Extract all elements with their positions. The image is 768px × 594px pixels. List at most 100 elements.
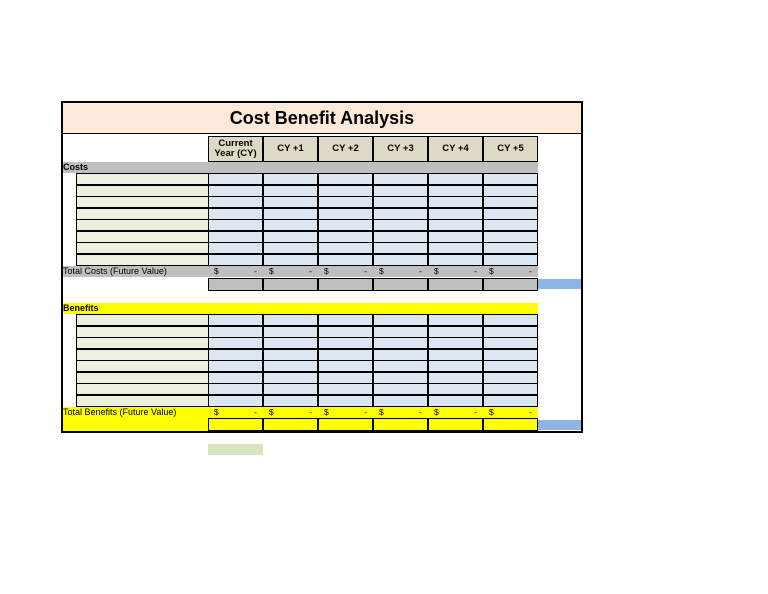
benefits-value-cell[interactable] (263, 371, 318, 384)
benefits-value-cell[interactable] (263, 394, 318, 407)
benefits-value-cell[interactable] (263, 360, 318, 372)
benefits-label-cell[interactable] (76, 360, 208, 372)
benefits-sum-cell[interactable] (263, 418, 318, 431)
costs-value-cell[interactable] (263, 242, 318, 254)
costs-value-cell[interactable] (373, 219, 428, 231)
benefits-value-cell[interactable] (428, 348, 483, 361)
costs-value-cell[interactable] (483, 207, 538, 220)
benefits-value-cell[interactable] (428, 371, 483, 384)
costs-value-cell[interactable] (318, 196, 373, 208)
costs-blue-cell[interactable] (538, 279, 581, 289)
costs-value-cell[interactable] (318, 219, 373, 231)
benefits-value-cell[interactable] (318, 383, 373, 395)
column-header-0[interactable]: Current Year (CY) (208, 136, 263, 162)
benefits-value-cell[interactable] (318, 360, 373, 372)
column-header-2[interactable]: CY +2 (318, 136, 373, 162)
benefits-sum-cell[interactable] (208, 418, 263, 431)
benefits-value-cell[interactable] (373, 325, 428, 338)
costs-value-cell[interactable] (428, 242, 483, 254)
costs-value-cell[interactable] (483, 173, 538, 185)
costs-label-cell[interactable] (76, 173, 208, 185)
costs-value-cell[interactable] (263, 253, 318, 266)
benefits-value-cell[interactable] (208, 348, 263, 361)
costs-label-cell[interactable] (76, 219, 208, 231)
benefits-value-cell[interactable] (483, 383, 538, 395)
costs-value-cell[interactable] (208, 242, 263, 254)
benefits-label-cell[interactable] (76, 394, 208, 407)
benefits-value-cell[interactable] (428, 325, 483, 338)
benefits-value-cell[interactable] (483, 371, 538, 384)
costs-value-cell[interactable] (483, 230, 538, 243)
benefits-value-cell[interactable] (483, 314, 538, 326)
costs-value-cell[interactable] (318, 207, 373, 220)
costs-value-cell[interactable] (263, 196, 318, 208)
costs-value-cell[interactable] (428, 196, 483, 208)
column-header-5[interactable]: CY +5 (483, 136, 538, 162)
benefits-value-cell[interactable] (263, 348, 318, 361)
costs-value-cell[interactable] (373, 184, 428, 197)
costs-sum-cell[interactable] (318, 278, 373, 291)
costs-value-cell[interactable] (263, 173, 318, 185)
benefits-label-cell[interactable] (76, 348, 208, 361)
costs-label-cell[interactable] (76, 242, 208, 254)
benefits-value-cell[interactable] (373, 348, 428, 361)
costs-value-cell[interactable] (428, 253, 483, 266)
benefits-sum-cell[interactable] (483, 418, 538, 431)
costs-value-cell[interactable] (263, 207, 318, 220)
benefits-value-cell[interactable] (483, 360, 538, 372)
benefits-value-cell[interactable] (428, 337, 483, 349)
costs-sum-cell[interactable] (208, 278, 263, 291)
costs-value-cell[interactable] (318, 242, 373, 254)
benefits-value-cell[interactable] (208, 371, 263, 384)
benefits-value-cell[interactable] (263, 337, 318, 349)
costs-value-cell[interactable] (263, 230, 318, 243)
costs-value-cell[interactable] (373, 242, 428, 254)
costs-label-cell[interactable] (76, 196, 208, 208)
costs-value-cell[interactable] (318, 230, 373, 243)
costs-sum-cell[interactable] (428, 278, 483, 291)
costs-value-cell[interactable] (208, 207, 263, 220)
benefits-value-cell[interactable] (373, 394, 428, 407)
benefits-value-cell[interactable] (373, 314, 428, 326)
benefits-blue-cell[interactable] (538, 420, 581, 430)
costs-value-cell[interactable] (208, 184, 263, 197)
benefits-value-cell[interactable] (428, 394, 483, 407)
costs-value-cell[interactable] (428, 219, 483, 231)
costs-value-cell[interactable] (208, 196, 263, 208)
benefits-label-cell[interactable] (76, 371, 208, 384)
benefits-value-cell[interactable] (263, 325, 318, 338)
benefits-value-cell[interactable] (373, 337, 428, 349)
benefits-sum-cell[interactable] (318, 418, 373, 431)
costs-sum-cell[interactable] (263, 278, 318, 291)
benefits-value-cell[interactable] (373, 371, 428, 384)
costs-label-cell[interactable] (76, 184, 208, 197)
costs-value-cell[interactable] (373, 207, 428, 220)
benefits-value-cell[interactable] (318, 314, 373, 326)
benefits-value-cell[interactable] (428, 314, 483, 326)
benefits-value-cell[interactable] (208, 337, 263, 349)
costs-value-cell[interactable] (483, 196, 538, 208)
costs-value-cell[interactable] (373, 196, 428, 208)
benefits-sum-cell[interactable] (373, 418, 428, 431)
column-header-1[interactable]: CY +1 (263, 136, 318, 162)
costs-value-cell[interactable] (428, 230, 483, 243)
costs-value-cell[interactable] (483, 219, 538, 231)
costs-label-cell[interactable] (76, 253, 208, 266)
costs-sum-cell[interactable] (373, 278, 428, 291)
benefits-label-cell[interactable] (76, 383, 208, 395)
benefits-value-cell[interactable] (208, 383, 263, 395)
costs-value-cell[interactable] (318, 173, 373, 185)
costs-value-cell[interactable] (263, 219, 318, 231)
benefits-value-cell[interactable] (483, 337, 538, 349)
benefits-value-cell[interactable] (373, 360, 428, 372)
green-cell[interactable] (208, 444, 263, 455)
costs-value-cell[interactable] (483, 184, 538, 197)
costs-value-cell[interactable] (208, 219, 263, 231)
column-header-3[interactable]: CY +3 (373, 136, 428, 162)
benefits-label-cell[interactable] (76, 325, 208, 338)
column-header-4[interactable]: CY +4 (428, 136, 483, 162)
benefits-value-cell[interactable] (208, 394, 263, 407)
costs-value-cell[interactable] (483, 242, 538, 254)
benefits-value-cell[interactable] (318, 394, 373, 407)
benefits-value-cell[interactable] (428, 360, 483, 372)
